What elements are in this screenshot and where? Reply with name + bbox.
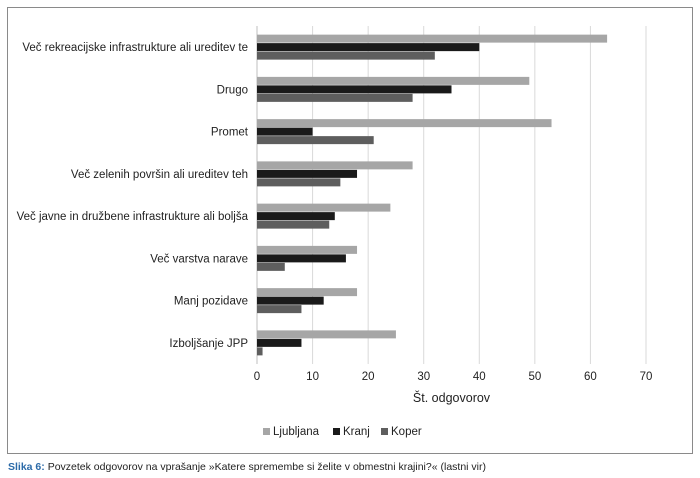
caption-label: Slika 6: bbox=[8, 461, 45, 473]
bar-ljubljana-5 bbox=[257, 245, 358, 254]
bar-ljubljana-3 bbox=[257, 161, 413, 170]
bar-koper-0 bbox=[257, 51, 435, 60]
gridlines bbox=[256, 26, 647, 364]
bar-koper-4 bbox=[257, 220, 330, 229]
bar-ljubljana-2 bbox=[257, 119, 552, 128]
bar-kranj-1 bbox=[257, 85, 452, 94]
category-labels: Več rekreacijske infrastrukture ali ured… bbox=[17, 42, 249, 350]
category-label: Več rekreacijske infrastrukture ali ured… bbox=[22, 42, 248, 54]
x-tick-30: 30 bbox=[417, 371, 430, 383]
x-tick-10: 10 bbox=[306, 371, 319, 383]
category-label: Več javne in družbene infrastrukture ali… bbox=[17, 211, 249, 223]
bar-ljubljana-0 bbox=[257, 34, 608, 43]
legend-label-kranj: Kranj bbox=[343, 426, 370, 438]
bar-kranj-7 bbox=[257, 338, 302, 347]
category-label: Izboljšanje JPP bbox=[169, 338, 248, 350]
category-label: Promet bbox=[211, 127, 249, 139]
bar-chart: Več rekreacijske infrastrukture ali ured… bbox=[17, 26, 653, 438]
bar-koper-7 bbox=[257, 347, 263, 356]
bar-koper-1 bbox=[257, 93, 413, 102]
bar-koper-5 bbox=[257, 262, 285, 271]
chart-frame: Več rekreacijske infrastrukture ali ured… bbox=[7, 7, 693, 454]
bar-kranj-4 bbox=[257, 212, 335, 221]
x-tick-0: 0 bbox=[254, 371, 260, 383]
x-tick-40: 40 bbox=[473, 371, 486, 383]
x-tick-50: 50 bbox=[528, 371, 541, 383]
bar-kranj-5 bbox=[257, 254, 346, 263]
bar-koper-2 bbox=[257, 136, 374, 145]
figure-caption: Slika 6: Povzetek odgovorov na vprašanje… bbox=[8, 461, 486, 473]
legend-swatch-koper bbox=[381, 428, 388, 435]
bar-ljubljana-7 bbox=[257, 330, 396, 339]
bar-ljubljana-4 bbox=[257, 203, 391, 212]
legend-label-koper: Koper bbox=[391, 426, 422, 438]
bar-kranj-0 bbox=[257, 43, 480, 52]
category-label: Manj pozidave bbox=[174, 296, 248, 308]
bar-kranj-6 bbox=[257, 296, 324, 305]
x-tick-20: 20 bbox=[362, 371, 375, 383]
category-label: Drugo bbox=[217, 84, 248, 96]
bar-koper-3 bbox=[257, 178, 341, 187]
legend: Ljubljana Kranj Koper bbox=[263, 426, 422, 438]
x-tick-labels: 0 10 20 30 40 50 60 70 bbox=[254, 371, 653, 383]
x-tick-60: 60 bbox=[584, 371, 597, 383]
x-axis-label: Št. odgovorov bbox=[413, 390, 491, 405]
x-tick-70: 70 bbox=[640, 371, 653, 383]
legend-swatch-ljubljana bbox=[263, 428, 270, 435]
category-label: Več varstva narave bbox=[150, 253, 248, 265]
bar-ljubljana-6 bbox=[257, 288, 358, 297]
legend-label-ljubljana: Ljubljana bbox=[273, 426, 320, 438]
legend-swatch-kranj bbox=[333, 428, 340, 435]
bar-kranj-3 bbox=[257, 169, 358, 178]
bar-koper-6 bbox=[257, 305, 302, 314]
bar-ljubljana-1 bbox=[257, 76, 530, 85]
category-label: Več zelenih površin ali ureditev teh bbox=[71, 169, 248, 181]
caption-text: Povzetek odgovorov na vprašanje »Katere … bbox=[44, 461, 486, 473]
bar-kranj-2 bbox=[257, 127, 313, 136]
bars bbox=[257, 34, 608, 356]
